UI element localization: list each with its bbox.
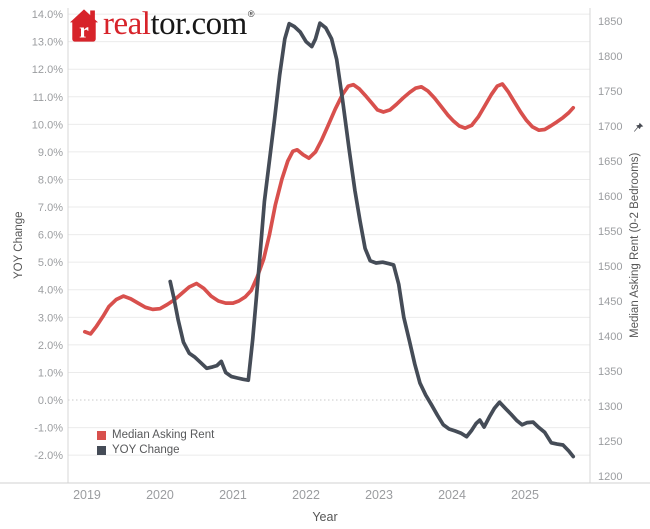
y-left-tick-label: 13.0%: [32, 37, 63, 49]
y-left-tick-label: 1.0%: [38, 367, 63, 379]
x-tick-label: 2023: [365, 488, 393, 502]
y-left-tick-label: 10.0%: [32, 119, 63, 131]
y-right-tick-label: 1600: [598, 191, 622, 203]
y-right-tick-label: 1800: [598, 51, 622, 63]
y-right-tick-label: 1250: [598, 436, 622, 448]
y-left-axis-title: YOY Change: [13, 211, 25, 280]
y-right-tick-label: 1450: [598, 296, 622, 308]
x-tick-label: 2020: [146, 488, 174, 502]
y-right-tick-label: 1200: [598, 471, 622, 483]
logo-text-torcom: tor.com: [150, 6, 247, 42]
legend-swatch-median-asking-rent: [97, 430, 106, 440]
pin-icon[interactable]: [633, 122, 644, 133]
logo-text-real: real: [103, 6, 151, 42]
legend-label-median-asking-rent: Median Asking Rent: [112, 429, 215, 441]
realtor-house-icon: r: [70, 9, 98, 42]
y-right-tick-label: 1850: [598, 16, 622, 28]
legend-label-yoy-change: YOY Change: [112, 444, 180, 456]
y-right-tick-label: 1350: [598, 366, 622, 378]
legend-item-median-asking-rent[interactable]: Median Asking Rent: [97, 429, 214, 441]
y-right-tick-label: 1500: [598, 261, 622, 273]
y-left-tick-label: -1.0%: [34, 423, 63, 435]
y-left-tick-label: 12.0%: [32, 64, 63, 76]
y-right-axis-title: Median Asking Rent (0-2 Bedrooms): [629, 152, 641, 339]
y-left-tick-label: 2.0%: [38, 340, 63, 352]
y-right-tick-label: 1550: [598, 226, 622, 238]
y-left-tick-label: 9.0%: [38, 147, 63, 159]
y-left-tick-label: 8.0%: [38, 174, 63, 186]
y-left-tick-label: 0.0%: [38, 395, 63, 407]
y-left-tick-label: 3.0%: [38, 312, 63, 324]
y-right-tick-label: 1300: [598, 401, 622, 413]
y-left-tick-label: 5.0%: [38, 257, 63, 269]
legend: Median Asking Rent YOY Change: [97, 429, 214, 456]
y-right-tick-label: 1650: [598, 156, 622, 168]
y-right-tick-label: 1400: [598, 331, 622, 343]
realtor-logo[interactable]: r real tor.com ®: [70, 8, 255, 42]
x-tick-label: 2019: [73, 488, 101, 502]
y-left-tick-label: 4.0%: [38, 285, 63, 297]
x-tick-label: 2021: [219, 488, 247, 502]
y-left-tick-label: 7.0%: [38, 202, 63, 214]
x-axis-title: Year: [312, 510, 338, 524]
x-tick-label: 2024: [438, 488, 466, 502]
x-tick-label: 2025: [511, 488, 539, 502]
y-left-tick-label: 11.0%: [33, 92, 64, 104]
legend-item-yoy-change[interactable]: YOY Change: [97, 444, 214, 456]
y-right-tick-label: 1700: [598, 121, 622, 133]
series-median-asking-rent[interactable]: [82, 82, 576, 336]
y-left-tick-label: 14.0%: [32, 9, 63, 21]
series-yoy-change[interactable]: [168, 21, 576, 459]
y-left-tick-label: -2.0%: [34, 450, 63, 462]
x-tick-label: 2022: [292, 488, 320, 502]
y-left-tick-label: 6.0%: [38, 230, 63, 242]
y-right-tick-label: 1750: [598, 86, 622, 98]
registered-trademark-mark: ®: [247, 9, 255, 19]
svg-text:r: r: [79, 18, 89, 42]
legend-swatch-yoy-change: [97, 445, 106, 455]
